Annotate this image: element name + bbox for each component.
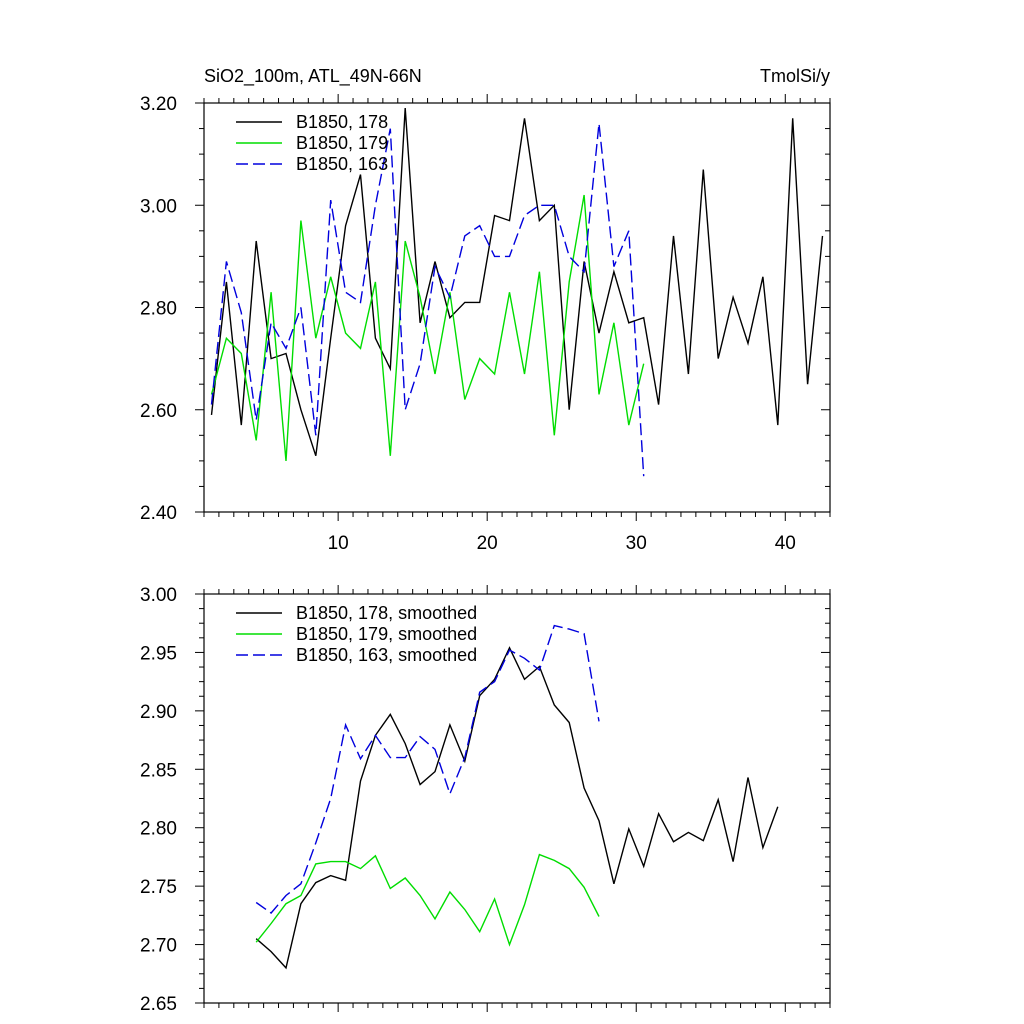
x-tick-label: 40 — [775, 533, 796, 554]
y-tick-label: 2.90 — [140, 702, 177, 723]
legend-label: B1850, 163 — [296, 154, 388, 174]
y-tick-label: 2.80 — [140, 819, 177, 840]
top-panel-title-left: SiO2_100m, ATL_49N-66N — [204, 66, 422, 87]
legend-label: B1850, 178, smoothed — [296, 603, 477, 623]
legend-label: B1850, 179 — [296, 133, 388, 153]
y-tick-label: 2.85 — [140, 760, 177, 781]
y-tick-label: 2.65 — [140, 994, 177, 1015]
y-tick-label: 2.70 — [140, 936, 177, 957]
x-tick-label: 10 — [328, 533, 349, 554]
legend-label: B1850, 163, smoothed — [296, 645, 477, 665]
x-tick-label: 20 — [477, 533, 498, 554]
y-tick-label: 2.75 — [140, 877, 177, 898]
y-tick-label: 3.20 — [140, 94, 177, 115]
bottom-panel: 2.65 2.70 2.75 2.80 2.85 2.90 2.95 3.00 B1850, 1… — [140, 585, 831, 1015]
y-tick-label: 2.60 — [140, 401, 177, 422]
series-line — [210, 123, 645, 477]
top-panel-title-right: TmolSi/y — [760, 66, 830, 86]
y-tick-label: 3.00 — [140, 585, 177, 606]
x-tick-label: 30 — [626, 533, 647, 554]
series-line — [210, 194, 645, 461]
legend-label: B1850, 178 — [296, 112, 388, 132]
legend-label: B1850, 179, smoothed — [296, 624, 477, 644]
y-tick-label: 2.95 — [140, 643, 177, 664]
y-tick-label: 3.00 — [140, 196, 177, 217]
y-tick-label: 2.40 — [140, 503, 177, 524]
series-line — [255, 853, 600, 947]
top-panel: SiO2_100m, ATL_49N-66N TmolSi/y 10 20 30 40… — [140, 66, 831, 554]
series-line — [210, 108, 824, 457]
series-line — [255, 646, 779, 970]
y-tick-label: 2.80 — [140, 299, 177, 320]
series-line — [255, 624, 600, 914]
